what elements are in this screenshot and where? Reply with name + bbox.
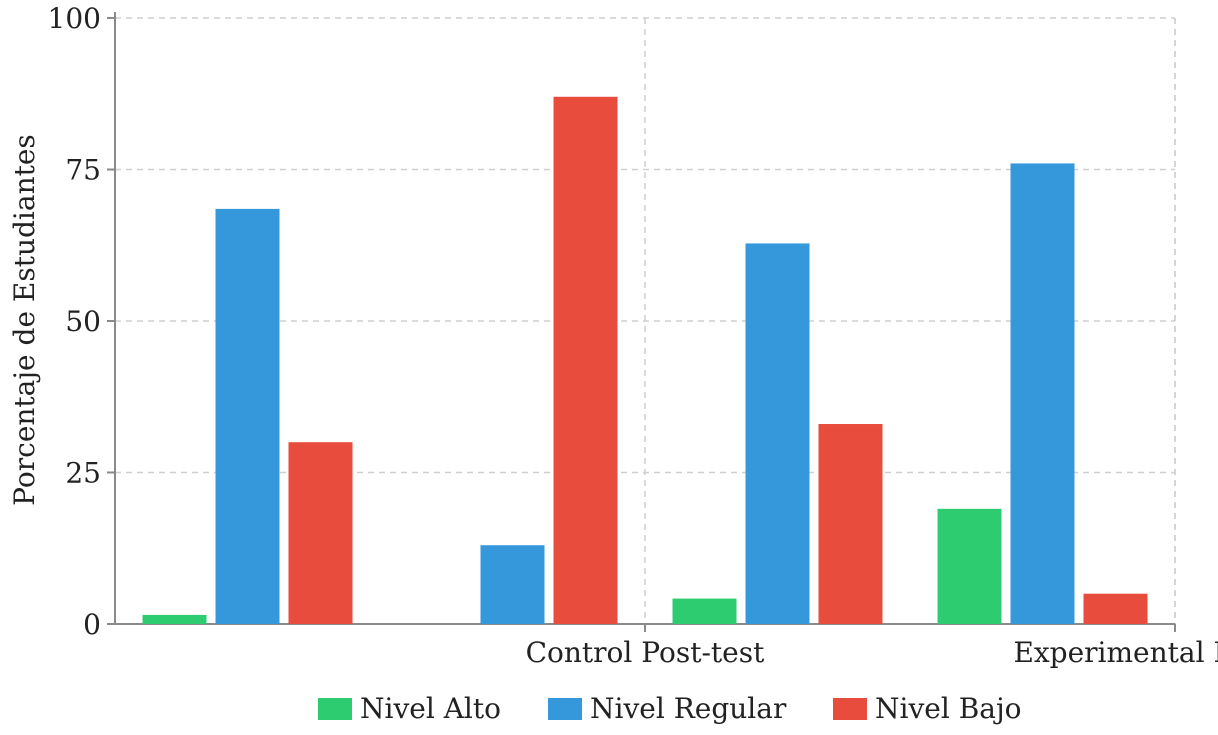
x-tick-label: Control Post-test bbox=[526, 636, 766, 669]
bar bbox=[553, 96, 618, 624]
y-tick-label: 25 bbox=[65, 457, 101, 490]
legend-label: Nivel Bajo bbox=[875, 692, 1022, 725]
legend-swatch bbox=[548, 698, 582, 720]
bar bbox=[288, 442, 353, 624]
y-tick-label: 50 bbox=[65, 305, 101, 338]
legend-label: Nivel Regular bbox=[590, 692, 787, 725]
bar bbox=[745, 243, 810, 624]
bar bbox=[937, 508, 1002, 624]
tick-labels: 0 25 50 75 100 Control Post-test Experimental … bbox=[48, 2, 1218, 669]
legend-swatch bbox=[833, 698, 867, 720]
bar bbox=[215, 208, 280, 624]
bar bbox=[142, 614, 207, 624]
x-tick-label: Experimental Post-test bbox=[1013, 636, 1218, 669]
bar bbox=[672, 598, 737, 624]
legend-label: Nivel Alto bbox=[360, 692, 501, 725]
bar bbox=[480, 545, 545, 624]
y-tick-label: 0 bbox=[83, 608, 101, 641]
bar bbox=[1083, 593, 1148, 624]
bars bbox=[142, 96, 1148, 624]
y-tick-label: 100 bbox=[48, 2, 101, 35]
y-tick-label: 75 bbox=[65, 154, 101, 187]
grid bbox=[115, 17, 1176, 624]
legend: Nivel Alto Nivel Regular Nivel Bajo bbox=[318, 692, 1022, 725]
bar bbox=[818, 424, 883, 624]
legend-swatch bbox=[318, 698, 352, 720]
bar bbox=[1010, 163, 1075, 624]
y-axis-title: Porcentaje de Estudiantes bbox=[8, 134, 41, 506]
